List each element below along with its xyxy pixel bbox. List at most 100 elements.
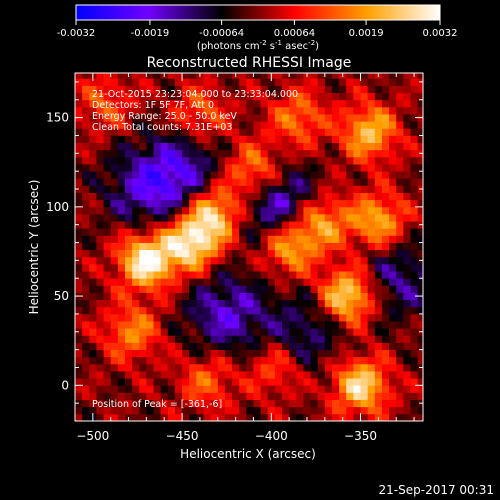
heatmap-cell [139,242,147,251]
heatmap-cell [381,278,390,286]
heatmap-cell [353,335,361,343]
heatmap-cell [381,192,390,201]
heatmap-cell [232,406,240,415]
heatmap-cell [410,392,419,400]
heatmap-cell [196,171,204,179]
heatmap-cell [346,371,354,379]
heatmap-cell [117,242,126,251]
heatmap-cell [153,263,162,272]
heatmap-cell [396,142,404,151]
heatmap-cell [346,406,354,415]
heatmap-cell [331,371,340,379]
heatmap-cell [331,263,340,272]
heatmap-cell [167,399,176,408]
heatmap-cell [253,271,261,279]
heatmap-cell [232,213,240,222]
heatmap-cell [282,263,290,272]
heatmap-cell [339,385,347,393]
heatmap-cell [174,78,183,86]
heatmap-cell [374,114,383,122]
heatmap-cell [339,313,347,322]
heatmap-cell [153,206,162,215]
heatmap-cell [396,221,404,229]
heatmap-cell [339,356,347,365]
heatmap-cell [417,413,423,421]
heatmap-cell [210,285,219,293]
heatmap-cell [296,278,304,286]
heatmap-cell [331,156,340,165]
heatmap-cell [282,78,290,86]
heatmap-cell [224,271,233,279]
heatmap-cell [282,349,290,358]
heatmap-cell [282,335,290,343]
heatmap-cell [389,342,397,351]
heatmap-cell [403,313,411,322]
heatmap-cell [246,271,254,279]
heatmap-cell [117,313,126,322]
heatmap-cell [139,328,147,336]
heatmap-cell [274,399,283,408]
heatmap-cell [260,228,269,236]
heatmap-cell [274,185,283,193]
heatmap-cell [324,135,333,143]
heatmap-cell [96,85,104,94]
heatmap-cell [310,242,319,251]
heatmap-cell [324,128,333,136]
heatmap-cell [310,271,319,279]
heatmap-cell [253,292,261,301]
heatmap-cell [139,306,147,315]
heatmap-cell [217,206,226,215]
heatmap-cell [260,213,269,222]
heatmap-cell [153,313,162,322]
heatmap-cell [224,185,233,193]
heatmap-cell [360,171,369,179]
heatmap-cell [217,185,226,193]
heatmap-cell [75,371,83,379]
heatmap-cell [182,206,190,215]
heatmap-cell [196,306,204,315]
heatmap-cell [374,299,383,308]
heatmap-cell [317,185,326,193]
heatmap-cell [396,199,404,208]
heatmap-cell [303,114,311,122]
heatmap-cell [89,106,97,115]
heatmap-cell [410,178,419,186]
heatmap-cell [310,349,319,358]
heatmap-cell [189,256,197,265]
heatmap-cell [239,114,247,122]
heatmap-cell [103,221,112,229]
heatmap-cell [396,235,404,243]
heatmap-cell [289,413,297,421]
heatmap-cell [324,363,333,372]
heatmap-cell [124,313,133,322]
heatmap-cell [196,128,204,136]
heatmap-cell [139,335,147,343]
heatmap-cell [124,249,133,258]
heatmap-cell [174,335,183,343]
heatmap-cell [203,363,212,372]
heatmap-cell [174,313,183,322]
heatmap-cell [239,256,247,265]
heatmap-cell [282,278,290,286]
heatmap-cell [82,221,90,229]
heatmap-cell [124,171,133,179]
heatmap-cell [353,363,361,372]
heatmap-cell [339,149,347,158]
heatmap-cell [324,185,333,193]
heatmap-cell [117,92,126,101]
heatmap-cell [410,285,419,293]
heatmap-cell [89,171,97,179]
heatmap-cell [310,278,319,286]
heatmap-cell [403,235,411,243]
heatmap-cell [389,263,397,272]
heatmap-cell [289,313,297,322]
heatmap-cell [196,263,204,272]
heatmap-cell [367,256,376,265]
heatmap-cell [403,299,411,308]
heatmap-cell [182,121,190,129]
heatmap-cell [182,171,190,179]
heatmap-cell [353,349,361,358]
heatmap-cell [296,206,304,215]
heatmap-cell [396,342,404,351]
